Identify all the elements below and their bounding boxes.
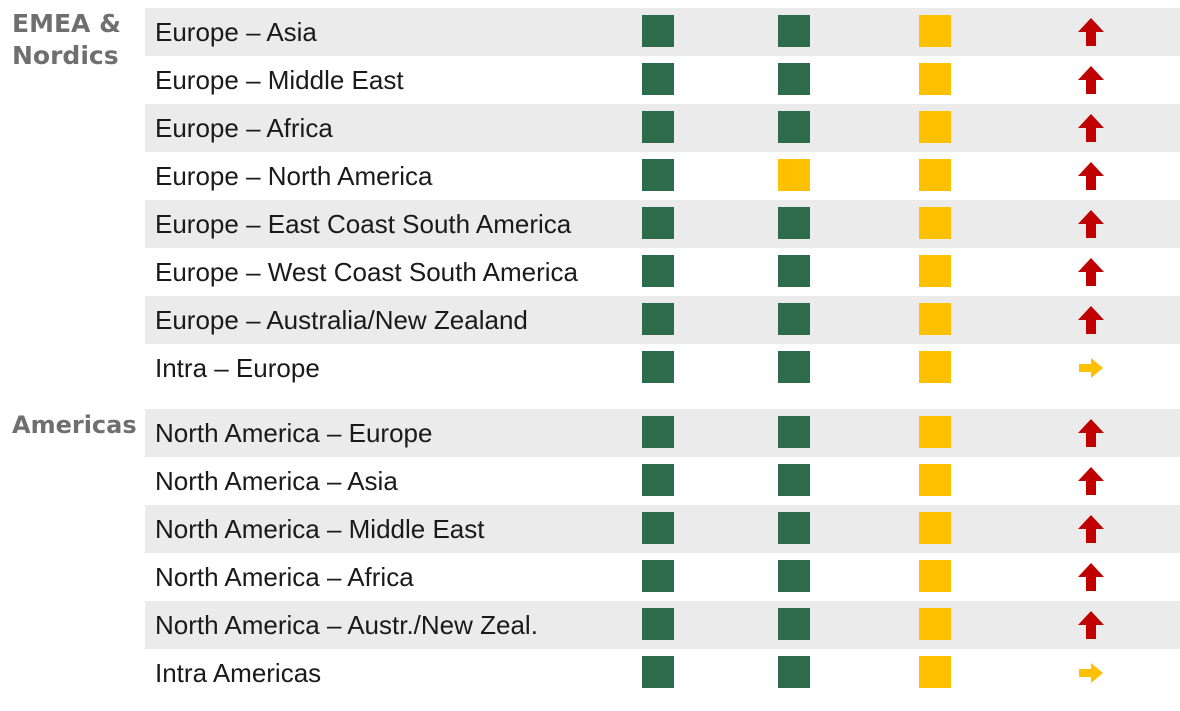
region-label: Americas: [12, 411, 137, 439]
lane-name: Europe – East Coast South America: [155, 209, 572, 239]
status-square-green: [778, 63, 810, 95]
region-label: EMEA & Nordics: [12, 9, 121, 70]
up-arrow-icon: [1078, 611, 1104, 639]
status-square-green: [778, 560, 810, 592]
up-arrow-icon: [1078, 66, 1104, 94]
status-square-yellow: [919, 15, 951, 47]
lane-row: North America – Africa: [145, 553, 1180, 601]
status-square-green: [642, 416, 674, 448]
status-square-yellow: [919, 512, 951, 544]
lane-row: Europe – East Coast South America: [145, 200, 1180, 248]
status-square-green: [642, 512, 674, 544]
status-square-yellow: [919, 464, 951, 496]
lane-row: North America – Asia: [145, 457, 1180, 505]
lane-name: Intra – Europe: [155, 353, 320, 383]
status-square-green: [642, 608, 674, 640]
status-square-green: [642, 15, 674, 47]
up-arrow-icon: [1078, 210, 1104, 238]
lane-name: North America – Austr./New Zeal.: [155, 610, 538, 640]
status-square-green: [642, 63, 674, 95]
status-square-yellow: [919, 255, 951, 287]
lane-name: North America – Middle East: [155, 514, 485, 544]
status-square-green: [642, 351, 674, 383]
lane-row: Europe – Middle East: [145, 56, 1180, 104]
up-arrow-icon: [1078, 18, 1104, 46]
status-square-green: [778, 255, 810, 287]
status-square-green: [778, 656, 810, 688]
status-square-yellow: [919, 63, 951, 95]
lane-row: Intra – Europe: [145, 344, 1180, 392]
status-square-yellow: [919, 351, 951, 383]
up-arrow-icon: [1078, 563, 1104, 591]
lane-name: Europe – North America: [155, 161, 433, 191]
up-arrow-icon: [1078, 114, 1104, 142]
status-square-green: [778, 303, 810, 335]
status-square-green: [778, 351, 810, 383]
status-square-yellow: [919, 656, 951, 688]
lane-row: Intra Americas: [145, 649, 1180, 697]
status-square-yellow: [919, 207, 951, 239]
up-arrow-icon: [1078, 306, 1104, 334]
lane-row: Europe – West Coast South America: [145, 248, 1180, 296]
lane-name: Europe – Australia/New Zealand: [155, 305, 528, 335]
status-square-green: [778, 512, 810, 544]
up-arrow-icon: [1078, 258, 1104, 286]
status-square-green: [778, 111, 810, 143]
lane-name: Europe – West Coast South America: [155, 257, 578, 287]
lane-name: Intra Americas: [155, 658, 322, 688]
status-square-green: [778, 608, 810, 640]
lane-row: North America – Middle East: [145, 505, 1180, 553]
up-arrow-icon: [1078, 162, 1104, 190]
lane-row: Europe – Africa: [145, 104, 1180, 152]
lane-list: North America – Europe North America – As…: [145, 409, 1180, 697]
lane-list: Europe – Asia Europe – Middle East Europe …: [145, 8, 1180, 392]
lane-name: Europe – Asia: [155, 17, 317, 47]
status-square-yellow: [919, 303, 951, 335]
up-arrow-icon: [1078, 515, 1104, 543]
lane-row: North America – Europe: [145, 409, 1180, 457]
status-square-yellow: [919, 608, 951, 640]
lane-row: Europe – Australia/New Zealand: [145, 296, 1180, 344]
lane-name: Europe – Africa: [155, 113, 333, 143]
status-square-yellow: [778, 159, 810, 191]
status-square-green: [642, 560, 674, 592]
status-square-yellow: [919, 560, 951, 592]
status-square-green: [642, 159, 674, 191]
lane-row: Europe – North America: [145, 152, 1180, 200]
status-square-yellow: [919, 111, 951, 143]
lane-row: Europe – Asia: [145, 8, 1180, 56]
right-arrow-icon: [1079, 358, 1103, 378]
status-square-green: [778, 15, 810, 47]
up-arrow-icon: [1078, 419, 1104, 447]
lane-name: North America – Asia: [155, 466, 398, 496]
status-square-green: [642, 656, 674, 688]
status-square-green: [642, 464, 674, 496]
status-square-green: [778, 464, 810, 496]
lane-name: Europe – Middle East: [155, 65, 404, 95]
status-square-yellow: [919, 416, 951, 448]
status-square-green: [642, 255, 674, 287]
status-square-green: [642, 207, 674, 239]
status-square-green: [642, 303, 674, 335]
lane-row: North America – Austr./New Zeal.: [145, 601, 1180, 649]
status-square-green: [778, 207, 810, 239]
status-square-green: [642, 111, 674, 143]
lane-name: North America – Africa: [155, 562, 414, 592]
status-square-yellow: [919, 159, 951, 191]
status-square-green: [778, 416, 810, 448]
up-arrow-icon: [1078, 467, 1104, 495]
lane-name: North America – Europe: [155, 418, 433, 448]
right-arrow-icon: [1079, 663, 1103, 683]
